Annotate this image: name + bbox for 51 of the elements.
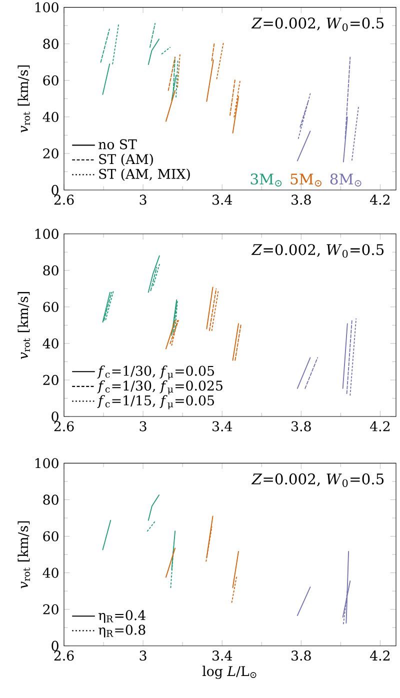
x-tick-label: 4.2 <box>370 650 390 661</box>
annotation: Z=0.002, W$_{0}$=0.5 <box>251 244 384 258</box>
legend-label: no ST <box>98 139 137 150</box>
x-tick-label: 3.4 <box>212 650 232 661</box>
x-tick-label: 4.2 <box>370 421 390 432</box>
y-tick-label: 100 <box>35 458 58 468</box>
legend-label: η$_{R}$=0.8 <box>98 624 146 638</box>
legend-label: f$_{c}$=1/30, f$_{μ}$=0.05 <box>97 366 214 380</box>
y-tick-label: 20 <box>43 148 58 158</box>
x-tick-label: 2.6 <box>54 650 74 661</box>
y-tick-label: 40 <box>42 112 58 122</box>
x-tick-label: 3.8 <box>292 421 311 432</box>
y-tick-label: 100 <box>35 2 58 12</box>
x-tick-label: 3.8 <box>292 194 311 205</box>
x-tick-label: 3 <box>140 650 146 661</box>
y-tick-label: 60 <box>43 75 58 86</box>
y-tick-label: 100 <box>35 228 58 239</box>
legend-label: ST (AM, MIX) <box>99 168 190 181</box>
y-tick-label: 80 <box>43 494 58 505</box>
x-tick-label: 2.6 <box>54 194 74 205</box>
y-tick-label: 80 <box>43 265 58 276</box>
y-tick-label: 0 <box>52 184 58 196</box>
x-tick-label: 3.4 <box>212 194 232 205</box>
y-tick-label: 80 <box>43 38 58 49</box>
annotation: Z=0.002, W$_{0}$=0.5 <box>251 18 384 32</box>
x-axis-title: log L/L$_{⊙}$ <box>202 666 256 679</box>
legend-label: ST (AM) <box>99 154 153 166</box>
y-tick-label: 0 <box>52 640 58 651</box>
y-tick-label: 60 <box>43 531 58 542</box>
y-tick-label: 40 <box>42 568 58 578</box>
legend-label: f$_{c}$=1/15, f$_{μ}$=0.05 <box>97 395 214 410</box>
text: 8M$_{⊙}$ <box>330 174 362 187</box>
y-tick-label: 40 <box>42 338 58 349</box>
x-tick-label: 2.6 <box>54 421 74 432</box>
x-tick-label: 3.4 <box>212 421 232 432</box>
y-tick-label: 0 <box>52 411 58 422</box>
y-axis-title: v$_{rot}$ [km/s] <box>18 292 30 360</box>
x-tick-label: 3.8 <box>292 650 311 661</box>
y-tick-label: 20 <box>43 374 58 386</box>
y-tick-label: 20 <box>43 604 58 614</box>
text: 3M$_{⊙}$ <box>250 174 282 187</box>
y-tick-label: 60 <box>43 302 58 312</box>
x-tick-label: 3 <box>140 421 146 432</box>
legend-label: f$_{c}$=1/30, f$_{μ}$=0.025 <box>97 380 222 394</box>
x-tick-label: 3 <box>140 194 146 205</box>
y-axis-title: v$_{rot}$ [km/s] <box>18 65 30 133</box>
y-axis-title: v$_{rot}$ [km/s] <box>18 521 30 588</box>
annotation: Z=0.002, W$_{0}$=0.5 <box>251 473 384 488</box>
legend-label: η$_{R}$=0.4 <box>98 610 146 623</box>
text: 5M$_{⊙}$ <box>290 174 322 187</box>
x-tick-label: 4.2 <box>370 194 390 205</box>
